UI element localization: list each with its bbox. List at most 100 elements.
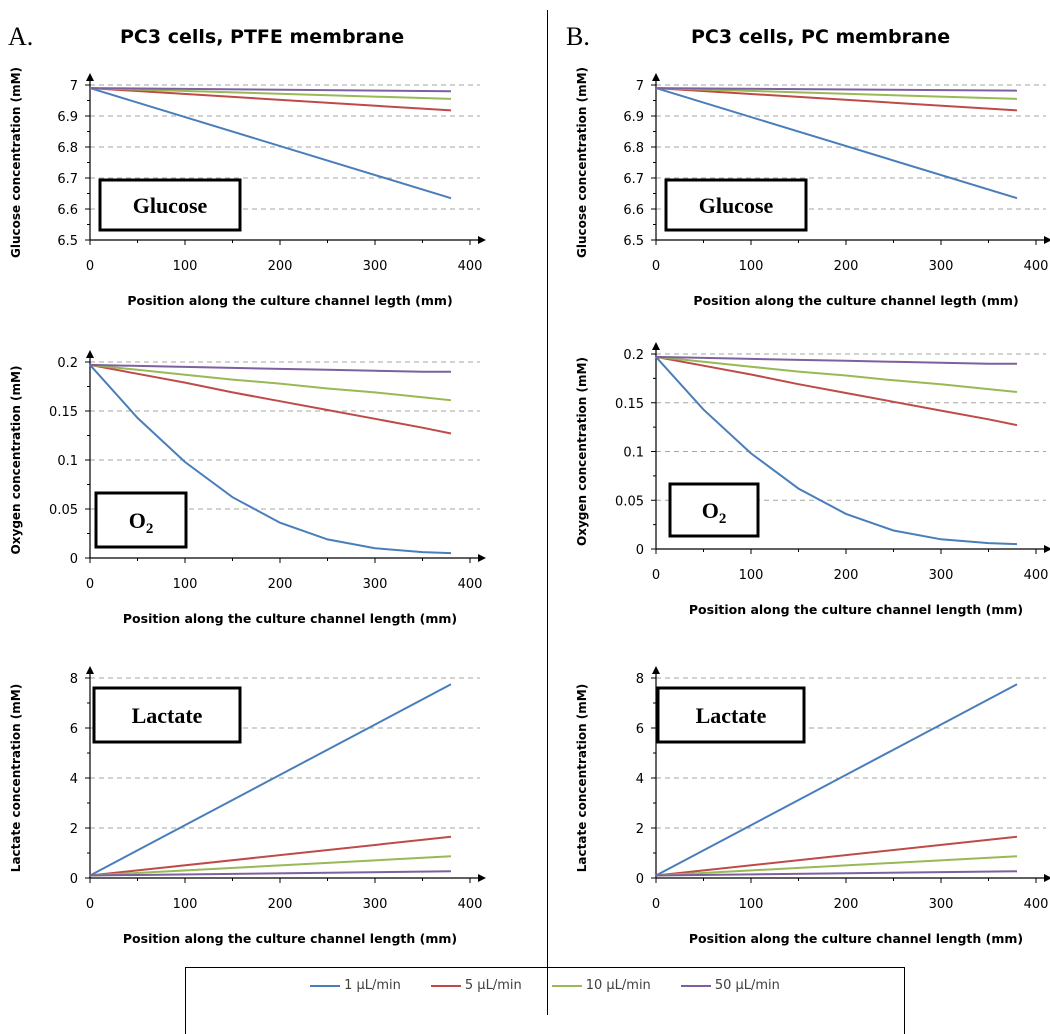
x-tick-label-3-4: 400 (1024, 568, 1049, 583)
x-axis-arrow-3 (1044, 545, 1050, 553)
x-tick-label-0-1: 100 (173, 259, 198, 274)
series-line-5-0 (655, 683, 1018, 877)
legend-entry-5: 5 μL/min (430, 978, 522, 993)
series-line-2-1 (89, 363, 452, 435)
x-tick-label-2-4: 400 (458, 577, 483, 592)
y-axis-arrow-3 (652, 342, 660, 350)
y-tick-label-3-4: 0.2 (623, 348, 644, 363)
y-tick-label-5-4: 8 (636, 672, 644, 687)
x-tick-label-3-2: 200 (834, 568, 859, 583)
x-tick-label-0-2: 200 (268, 259, 293, 274)
x-axis-label-3: Position along the culture channel lengt… (689, 602, 1023, 617)
y-axis-label-1: Glucose concentration (mM) (575, 67, 589, 258)
legend-label-50: 50 μL/min (714, 978, 780, 993)
concentration-box-1 (664, 178, 808, 232)
y-tick-label-0-2: 6.7 (57, 172, 78, 187)
y-tick-label-0-3: 6.8 (57, 141, 78, 156)
x-tick-label-1-0: 0 (652, 259, 660, 274)
legend: 1 μL/min 5 μL/min 10 μL/min 50 μL/min (185, 967, 905, 1034)
x-tick-label-5-3: 300 (929, 897, 954, 912)
series-line-2-3 (89, 363, 451, 373)
series-line-3-3 (655, 355, 1017, 365)
x-tick-label-2-2: 200 (268, 577, 293, 592)
x-tick-label-0-0: 0 (86, 259, 94, 274)
x-tick-label-5-4: 400 (1024, 897, 1049, 912)
panel-title-b: PC3 cells, PC membrane (691, 26, 951, 48)
y-axis-label-4: Lactate concentration (mM) (9, 684, 23, 872)
y-tick-label-4-1: 2 (70, 822, 78, 837)
o2-subscript: 2 (719, 511, 727, 527)
concentration-box-4 (92, 686, 242, 744)
concentration-box-3 (668, 482, 760, 538)
o2-subscript: 2 (146, 521, 154, 537)
panel-title-a: PC3 cells, PTFE membrane (120, 26, 405, 48)
x-axis-arrow-4 (478, 874, 486, 882)
concentration-box-label-1: Glucose (699, 193, 774, 218)
y-tick-label-5-1: 2 (636, 822, 644, 837)
series-line-1-2 (655, 87, 1018, 100)
legend-items: 1 μL/min 5 μL/min 10 μL/min 50 μL/min (186, 978, 904, 993)
x-axis-arrow-1 (1044, 236, 1050, 244)
x-tick-label-4-1: 100 (173, 897, 198, 912)
series-line-0-0 (89, 87, 452, 200)
series-line-4-2 (89, 855, 452, 877)
legend-label-10: 10 μL/min (585, 978, 651, 993)
series-line-4-1 (89, 835, 452, 877)
x-tick-label-0-4: 400 (458, 259, 483, 274)
series-line-0-2 (89, 87, 452, 100)
y-axis-arrow-5 (652, 666, 660, 674)
x-tick-label-4-3: 300 (363, 897, 388, 912)
series-line-3-1 (655, 355, 1018, 427)
legend-swatch-10 (551, 984, 582, 987)
x-tick-label-1-4: 400 (1024, 259, 1049, 274)
series-line-4-3 (89, 870, 452, 877)
y-axis-label-5: Lactate concentration (mM) (575, 684, 589, 872)
y-tick-label-1-4: 6.9 (623, 110, 644, 125)
legend-swatch-1 (310, 984, 341, 987)
y-axis-arrow-2 (86, 350, 94, 358)
x-tick-label-1-2: 200 (834, 259, 859, 274)
y-tick-label-4-0: 0 (70, 872, 78, 887)
y-tick-label-5-3: 6 (636, 722, 644, 737)
concentration-box-label-4: Lactate (132, 703, 203, 728)
y-axis-arrow-1 (652, 73, 660, 81)
x-tick-label-3-1: 100 (739, 568, 764, 583)
legend-swatch-50 (680, 984, 711, 987)
y-axis-label-0: Glucose concentration (mM) (9, 67, 23, 258)
series-line-1-1 (655, 87, 1018, 112)
x-tick-label-5-0: 0 (652, 897, 660, 912)
y-tick-label-2-2: 0.1 (57, 454, 78, 469)
x-axis-label-4: Position along the culture channel lengt… (123, 931, 457, 946)
legend-entry-1: 1 μL/min (310, 978, 401, 993)
y-axis-arrow-0 (86, 73, 94, 81)
y-tick-label-4-3: 6 (70, 722, 78, 737)
concentration-box-label-5: Lactate (696, 703, 767, 728)
y-tick-label-1-2: 6.7 (623, 172, 644, 187)
y-tick-label-0-0: 6.5 (57, 234, 78, 249)
concentration-box-label-0: Glucose (133, 193, 208, 218)
y-axis-label-3: Oxygen concentration (mM) (575, 357, 589, 546)
y-tick-label-0-1: 6.6 (57, 203, 78, 218)
y-tick-label-3-0: 0 (636, 543, 644, 558)
series-line-3-0 (655, 356, 1018, 546)
x-axis-label-2: Position along the culture channel lengt… (123, 611, 457, 626)
series-line-4-0 (89, 683, 452, 877)
y-tick-label-4-4: 8 (70, 672, 78, 687)
y-tick-label-1-5: 7 (636, 79, 644, 94)
x-axis-label-5: Position along the culture channel lengt… (689, 931, 1023, 946)
x-tick-label-2-0: 0 (86, 577, 94, 592)
x-tick-label-0-3: 300 (363, 259, 388, 274)
concentration-box-2 (94, 491, 188, 549)
legend-label-5: 5 μL/min (464, 978, 522, 993)
x-axis-label-0: Position along the culture channel legth… (127, 293, 452, 308)
x-tick-label-1-1: 100 (739, 259, 764, 274)
y-tick-label-3-3: 0.15 (615, 397, 644, 412)
series-line-0-1 (89, 87, 452, 112)
legend-entry-10: 10 μL/min (551, 978, 651, 993)
y-tick-label-2-1: 0.05 (49, 503, 78, 518)
y-tick-label-3-1: 0.05 (615, 494, 644, 509)
legend-label-1: 1 μL/min (344, 978, 401, 993)
y-tick-label-3-2: 0.1 (623, 446, 644, 461)
